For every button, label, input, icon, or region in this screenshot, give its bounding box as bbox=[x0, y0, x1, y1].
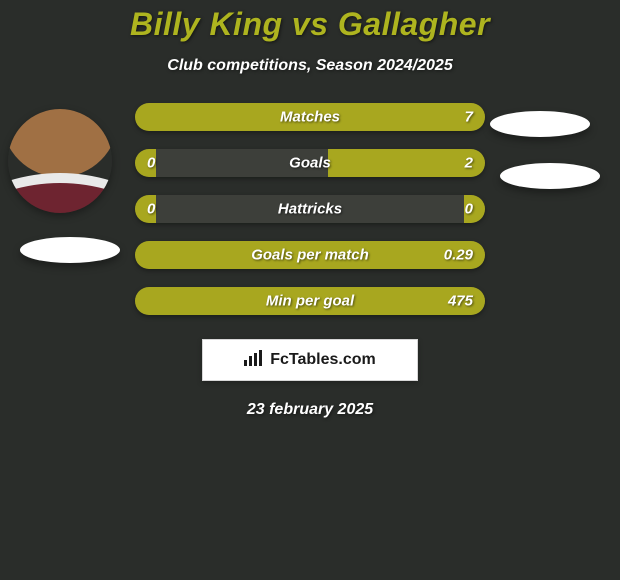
logo-text: FcTables.com bbox=[270, 351, 376, 369]
stat-bar-value-right: 7 bbox=[465, 109, 473, 126]
stat-bar-value-right: 0.29 bbox=[444, 247, 473, 264]
stat-bar-4: Min per goal 475 bbox=[135, 287, 485, 315]
stat-bar-1: Goals 0 2 bbox=[135, 149, 485, 177]
generation-date: 23 february 2025 bbox=[0, 401, 620, 419]
avatar-left-svg bbox=[8, 109, 112, 213]
stat-bar-fill-right bbox=[328, 149, 486, 177]
decorative-ellipse-right-2 bbox=[500, 163, 600, 189]
stat-bar-label: Goals per match bbox=[251, 247, 369, 264]
page-title: Billy King vs Gallagher bbox=[0, 6, 620, 43]
stat-bar-value-left: 0 bbox=[147, 201, 155, 218]
stat-bar-label: Hattricks bbox=[278, 201, 342, 218]
source-logo-box: FcTables.com bbox=[202, 339, 418, 381]
stat-bar-2: Hattricks 0 0 bbox=[135, 195, 485, 223]
stat-bar-label: Min per goal bbox=[266, 293, 354, 310]
stat-bar-value-right: 475 bbox=[448, 293, 473, 310]
player-avatar-left bbox=[8, 109, 112, 213]
stat-bars: Matches 7 Goals 0 2 Hattricks 0 0 Goals per matc… bbox=[135, 103, 485, 315]
stat-bar-value-left: 0 bbox=[147, 155, 155, 172]
stat-bar-label: Matches bbox=[280, 109, 340, 126]
stat-bar-value-right: 2 bbox=[465, 155, 473, 172]
stat-bar-0: Matches 7 bbox=[135, 103, 485, 131]
stat-bar-3: Goals per match 0.29 bbox=[135, 241, 485, 269]
stat-bar-label: Goals bbox=[289, 155, 331, 172]
decorative-ellipse-left bbox=[20, 237, 120, 263]
stat-bar-value-right: 0 bbox=[465, 201, 473, 218]
page-subtitle: Club competitions, Season 2024/2025 bbox=[0, 57, 620, 75]
comparison-stage: Matches 7 Goals 0 2 Hattricks 0 0 Goals per matc… bbox=[0, 103, 620, 315]
bar-chart-icon bbox=[244, 350, 264, 371]
decorative-ellipse-right-1 bbox=[490, 111, 590, 137]
content: Billy King vs Gallagher Club competition… bbox=[0, 0, 620, 580]
